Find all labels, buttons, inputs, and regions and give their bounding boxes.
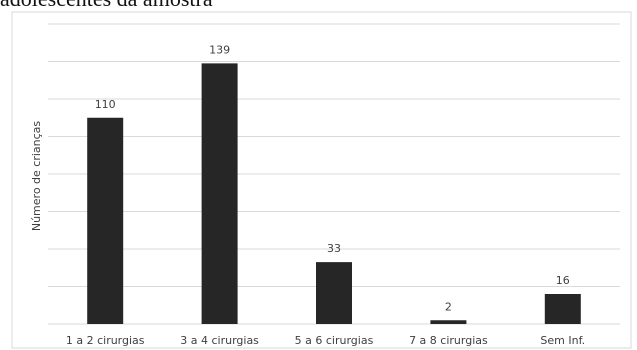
- y-axis-title: Número de crianças: [30, 121, 43, 232]
- data-labels: 110 139 33 2 16: [95, 43, 570, 313]
- bars: [87, 63, 581, 324]
- x-tick-label: 1 a 2 cirurgias: [66, 334, 145, 347]
- bar: [544, 294, 581, 324]
- data-label: 139: [209, 43, 230, 56]
- bar: [316, 262, 352, 324]
- chart-frame: [11, 11, 632, 349]
- bar: [87, 117, 124, 324]
- x-tick-label: 5 a 6 cirurgias: [295, 334, 374, 347]
- document-heading: adolescentes da amostra: [0, 0, 637, 12]
- data-label: 110: [95, 98, 116, 111]
- bar: [201, 63, 238, 324]
- x-tick-label: Sem Inf.: [540, 334, 585, 347]
- data-label: 16: [556, 274, 570, 287]
- data-label: 2: [445, 300, 452, 313]
- x-tick-labels: 1 a 2 cirurgias 3 a 4 cirurgias 5 a 6 ciru…: [66, 334, 585, 347]
- bar: [430, 320, 467, 324]
- x-tick-label: 3 a 4 cirurgias: [180, 334, 259, 347]
- data-label: 33: [327, 242, 341, 255]
- x-tick-label: 7 a 8 cirurgias: [409, 334, 488, 347]
